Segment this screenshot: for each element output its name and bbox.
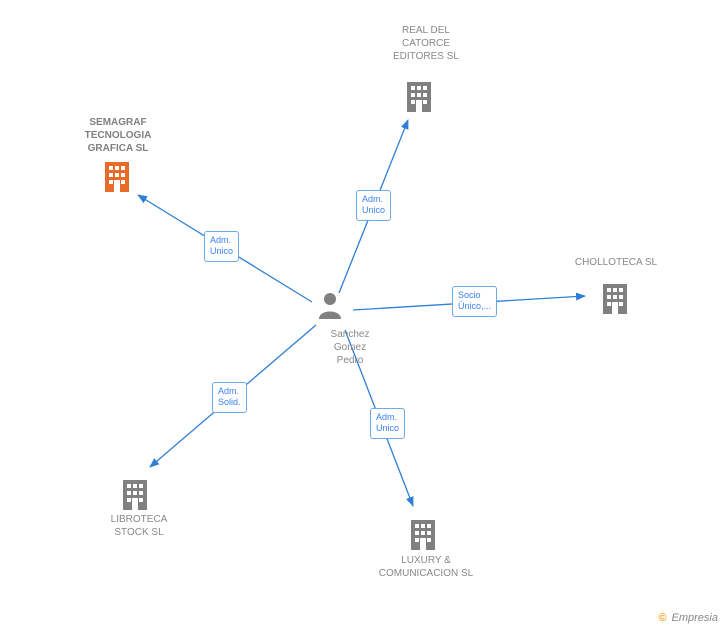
node-label-libroteca: LIBROTECA STOCK SL	[94, 513, 184, 539]
node-label-luxury: LUXURY & COMUNICACION SL	[356, 554, 496, 580]
node-label-semagraf: SEMAGRAF TECNOLOGIA GRAFICA SL	[68, 116, 168, 155]
node-label-realdel: REAL DEL CATORCE EDITORES SL	[376, 24, 476, 63]
center-label: Sanchez Gomez Pedro	[320, 328, 380, 367]
edge-label-semagraf: Adm. Unico	[204, 231, 239, 262]
person-icon	[317, 291, 343, 324]
building-icon	[102, 160, 132, 197]
brand-name: Empresia	[672, 612, 718, 624]
copyright-symbol: ©	[658, 612, 666, 624]
building-icon	[600, 282, 630, 319]
edge-label-luxury: Adm. Unico	[370, 408, 405, 439]
building-icon	[120, 478, 150, 515]
building-icon	[404, 80, 434, 117]
footer-credit: © Empresia	[658, 612, 718, 624]
edge-label-libroteca: Adm. Solid.	[212, 382, 247, 413]
edge-label-cholloteca: Socio Único,...	[452, 286, 497, 317]
node-label-cholloteca: CHOLLOTECA SL	[556, 256, 676, 269]
building-icon	[408, 518, 438, 555]
edge-label-realdel: Adm. Unico	[356, 190, 391, 221]
